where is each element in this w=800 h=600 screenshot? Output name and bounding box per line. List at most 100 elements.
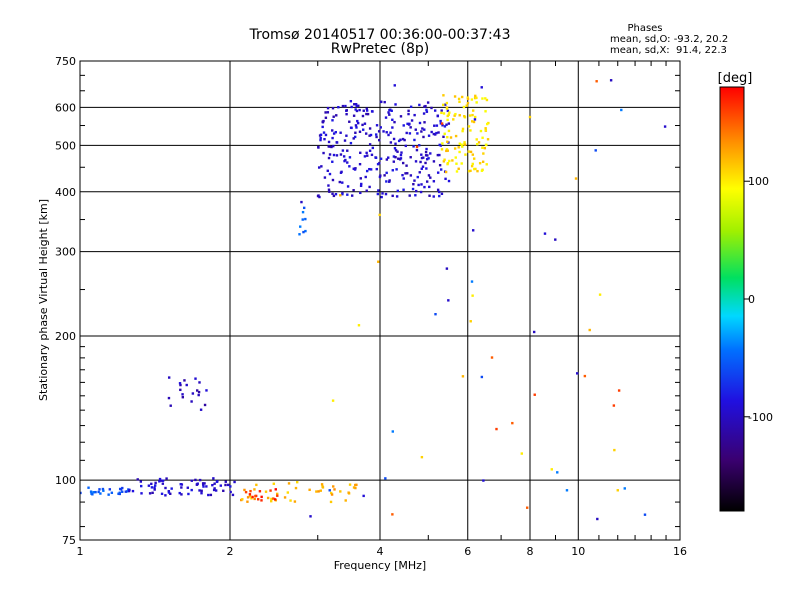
data-point bbox=[429, 152, 432, 155]
data-point bbox=[321, 125, 324, 129]
data-point bbox=[308, 488, 311, 492]
data-point bbox=[412, 145, 415, 148]
data-point bbox=[253, 497, 256, 501]
data-point bbox=[396, 189, 399, 193]
data-point bbox=[368, 127, 372, 130]
data-point bbox=[394, 103, 397, 106]
data-point bbox=[319, 489, 322, 492]
data-point bbox=[327, 145, 330, 148]
data-point bbox=[453, 147, 457, 150]
data-point bbox=[376, 192, 380, 196]
data-point bbox=[471, 229, 475, 232]
data-point bbox=[471, 153, 475, 156]
data-point bbox=[250, 497, 253, 500]
data-point bbox=[331, 178, 335, 182]
data-point bbox=[246, 500, 249, 503]
data-point bbox=[317, 146, 320, 149]
data-point bbox=[391, 169, 394, 172]
data-point bbox=[445, 148, 449, 151]
data-point bbox=[368, 149, 372, 152]
data-point bbox=[467, 169, 471, 173]
data-point bbox=[273, 498, 277, 501]
data-point bbox=[260, 499, 263, 502]
x-tick-labels: 1 2 4 6 8 10 16 bbox=[77, 545, 688, 558]
data-point bbox=[108, 488, 112, 491]
data-point bbox=[435, 124, 439, 127]
data-point bbox=[595, 80, 598, 83]
data-point bbox=[187, 492, 190, 496]
data-point bbox=[332, 485, 335, 488]
data-point bbox=[470, 98, 474, 101]
data-point bbox=[200, 492, 203, 495]
data-point bbox=[354, 124, 358, 127]
data-point bbox=[197, 390, 201, 394]
data-point bbox=[205, 389, 208, 392]
data-point bbox=[346, 193, 349, 196]
data-point bbox=[179, 388, 182, 392]
data-point bbox=[317, 490, 320, 493]
data-point bbox=[444, 170, 448, 174]
data-point bbox=[332, 115, 335, 118]
data-point bbox=[574, 177, 578, 180]
data-point bbox=[231, 493, 235, 497]
data-point bbox=[354, 108, 357, 111]
data-point bbox=[385, 171, 388, 175]
data-point bbox=[446, 161, 450, 165]
data-point bbox=[413, 113, 416, 117]
data-point bbox=[362, 494, 365, 498]
data-point bbox=[404, 144, 407, 148]
data-point bbox=[453, 114, 456, 117]
data-point bbox=[412, 182, 415, 186]
data-point bbox=[198, 489, 201, 492]
data-point bbox=[420, 455, 424, 459]
data-point bbox=[470, 280, 474, 283]
data-point bbox=[532, 330, 536, 334]
data-point bbox=[391, 126, 394, 129]
data-point bbox=[346, 149, 349, 152]
data-point bbox=[317, 194, 320, 197]
data-point bbox=[428, 185, 431, 189]
data-point bbox=[332, 132, 336, 135]
data-point bbox=[383, 174, 386, 177]
data-point bbox=[663, 125, 667, 128]
y-tick-label: 400 bbox=[55, 186, 76, 199]
data-point bbox=[158, 480, 161, 483]
colorbar-ticks: 100 0 -100 bbox=[744, 175, 773, 424]
data-point bbox=[408, 194, 411, 197]
data-point bbox=[423, 121, 426, 124]
data-point bbox=[94, 490, 97, 494]
data-point bbox=[481, 146, 484, 149]
data-point bbox=[465, 104, 468, 107]
data-point bbox=[446, 149, 449, 152]
data-point bbox=[485, 163, 488, 166]
data-point bbox=[332, 194, 336, 198]
data-point bbox=[402, 188, 405, 191]
x-tick-label: 16 bbox=[673, 545, 687, 558]
y-tick-label: 600 bbox=[55, 101, 76, 114]
data-point bbox=[446, 109, 450, 113]
data-point bbox=[463, 143, 467, 146]
data-point bbox=[248, 494, 252, 498]
data-point bbox=[441, 124, 444, 127]
data-point bbox=[364, 132, 368, 135]
data-point bbox=[370, 153, 374, 157]
data-point bbox=[270, 497, 273, 501]
data-point bbox=[326, 169, 329, 172]
data-point bbox=[424, 104, 427, 108]
data-point bbox=[389, 108, 392, 111]
data-point bbox=[321, 486, 325, 489]
data-point bbox=[342, 155, 346, 158]
data-point bbox=[219, 484, 223, 487]
data-point bbox=[140, 484, 143, 488]
data-point bbox=[194, 377, 197, 380]
data-point bbox=[442, 112, 446, 115]
data-point bbox=[533, 393, 536, 396]
data-point bbox=[481, 97, 484, 100]
data-point bbox=[167, 491, 171, 494]
data-point bbox=[87, 486, 90, 489]
data-point bbox=[448, 159, 451, 163]
data-point bbox=[304, 217, 307, 221]
data-point bbox=[442, 160, 446, 163]
data-point bbox=[433, 124, 436, 127]
data-point bbox=[490, 356, 494, 359]
